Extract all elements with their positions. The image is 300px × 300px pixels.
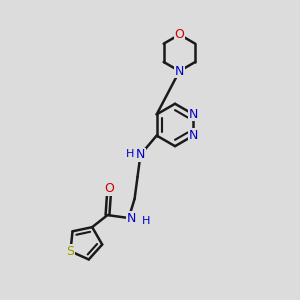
Text: S: S bbox=[66, 245, 74, 258]
Text: N: N bbox=[127, 212, 136, 224]
Text: O: O bbox=[175, 28, 184, 41]
Text: N: N bbox=[189, 129, 198, 142]
Text: H: H bbox=[142, 216, 150, 226]
Text: N: N bbox=[136, 148, 145, 161]
Text: N: N bbox=[175, 64, 184, 78]
Text: H: H bbox=[126, 149, 134, 159]
Text: O: O bbox=[104, 182, 114, 195]
Text: N: N bbox=[189, 108, 198, 121]
